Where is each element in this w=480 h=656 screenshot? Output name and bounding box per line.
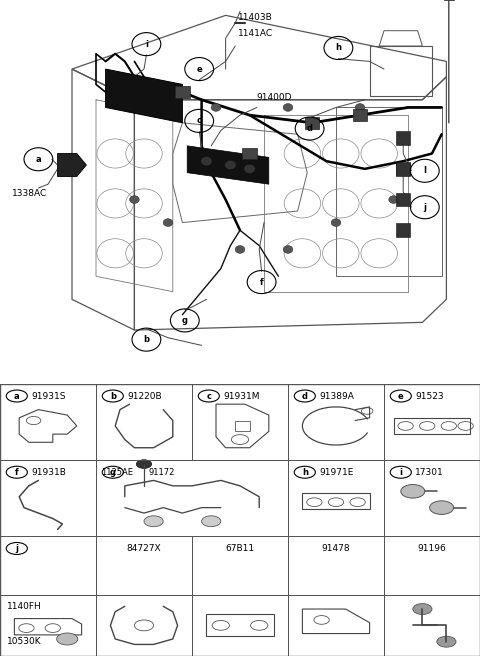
Text: e: e — [196, 64, 202, 73]
Text: d: d — [302, 392, 308, 401]
Polygon shape — [396, 223, 410, 237]
Text: 10530K: 10530K — [7, 636, 42, 646]
Circle shape — [401, 485, 425, 498]
Circle shape — [202, 516, 221, 527]
Text: 91389A: 91389A — [319, 392, 354, 401]
Polygon shape — [58, 154, 86, 176]
Text: 91478: 91478 — [322, 544, 350, 553]
Text: 1338AC: 1338AC — [12, 190, 47, 198]
Text: d: d — [307, 124, 312, 133]
Text: 91931S: 91931S — [31, 392, 66, 401]
Circle shape — [355, 104, 365, 112]
Text: h: h — [336, 43, 341, 52]
Text: b: b — [144, 335, 149, 344]
Polygon shape — [187, 146, 269, 184]
Text: 91971E: 91971E — [319, 468, 354, 477]
Text: e: e — [398, 392, 404, 401]
Circle shape — [163, 218, 173, 226]
Polygon shape — [353, 110, 367, 121]
Circle shape — [139, 104, 149, 112]
Text: j: j — [423, 203, 426, 212]
Circle shape — [283, 245, 293, 253]
Text: 1140FH: 1140FH — [7, 602, 42, 611]
Circle shape — [437, 636, 456, 647]
Text: g: g — [110, 468, 116, 477]
Circle shape — [389, 195, 398, 203]
Text: j: j — [15, 544, 18, 553]
Text: l: l — [423, 166, 426, 175]
Text: c: c — [206, 392, 211, 401]
Text: 1125AE: 1125AE — [101, 468, 133, 477]
Polygon shape — [396, 131, 410, 145]
Text: 67B11: 67B11 — [226, 544, 254, 553]
Circle shape — [130, 195, 139, 203]
Text: 91196: 91196 — [418, 544, 446, 553]
Circle shape — [430, 501, 454, 514]
Circle shape — [413, 604, 432, 615]
Text: 91172: 91172 — [149, 468, 175, 477]
Text: 91931M: 91931M — [223, 392, 260, 401]
Text: h: h — [302, 468, 308, 477]
Polygon shape — [396, 193, 410, 207]
Circle shape — [225, 161, 236, 170]
Text: i: i — [399, 468, 402, 477]
Text: b: b — [110, 392, 116, 401]
Circle shape — [235, 245, 245, 253]
Text: g: g — [182, 316, 188, 325]
Circle shape — [201, 157, 212, 166]
Polygon shape — [242, 148, 257, 159]
Text: f: f — [15, 468, 19, 477]
Text: 84727X: 84727X — [127, 544, 161, 553]
Polygon shape — [396, 162, 410, 176]
Text: 91931B: 91931B — [31, 468, 66, 477]
Circle shape — [331, 218, 341, 226]
Text: a: a — [36, 155, 41, 164]
Polygon shape — [305, 117, 319, 129]
Polygon shape — [106, 69, 182, 123]
Polygon shape — [175, 87, 190, 98]
Circle shape — [244, 164, 255, 173]
Text: c: c — [197, 116, 202, 125]
Text: 91523: 91523 — [415, 392, 444, 401]
Circle shape — [211, 104, 221, 112]
Text: 91220B: 91220B — [127, 392, 162, 401]
Text: 91400D: 91400D — [257, 93, 292, 102]
Text: a: a — [14, 392, 20, 401]
Text: i: i — [145, 39, 148, 49]
Text: 11403B: 11403B — [238, 12, 272, 22]
Circle shape — [144, 516, 163, 527]
Circle shape — [57, 633, 78, 645]
Polygon shape — [396, 163, 410, 174]
Text: 1141AC: 1141AC — [238, 30, 273, 38]
Circle shape — [136, 460, 152, 468]
Text: 17301: 17301 — [415, 468, 444, 477]
Text: f: f — [260, 277, 264, 287]
Circle shape — [283, 104, 293, 112]
